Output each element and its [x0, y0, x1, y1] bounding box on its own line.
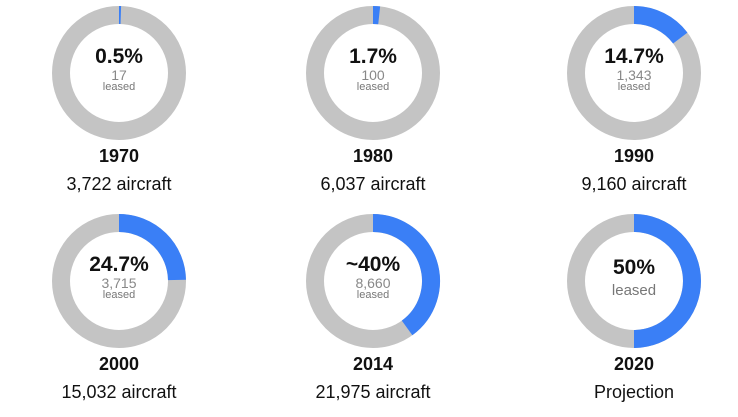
leased-count-label: 1,343 [616, 67, 652, 83]
percent-label: 50% [612, 256, 656, 279]
percent-label: ~40% [345, 253, 401, 276]
donut-ring-1990 [567, 6, 701, 140]
leased-count-label: 3,715 [101, 275, 137, 291]
donut-cell-1980: 1.7% 100 leased 1980 6,037 aircraft [273, 4, 473, 204]
donut-leased-arc-1990 [633, 6, 688, 44]
year-label: 1970 [98, 146, 140, 166]
donut-ring-2020 [567, 214, 701, 348]
leased-label: leased [102, 289, 136, 301]
percent-label: 1.7% [349, 45, 397, 68]
donut-center-label-1990: 14.7% 1,343 leased [574, 46, 694, 93]
donut-center-label-1980: 1.7% 100 leased [313, 46, 433, 93]
leased-count-label: 17 [111, 67, 127, 83]
donut-center-label-2020: 50% leased [574, 257, 694, 299]
aircraft-count-label: 9,160 aircraft [581, 174, 687, 194]
donut-ring-1970 [52, 6, 186, 140]
leased-count-label: 8,660 [355, 275, 391, 291]
year-label: 2000 [98, 354, 140, 374]
donut-ring-2014 [306, 214, 440, 348]
donut-cell-2020: 50% leased 2020 Projection [534, 212, 734, 412]
aircraft-count-label: 6,037 aircraft [320, 174, 426, 194]
donut-center-label-1970: 0.5% 17 leased [59, 46, 179, 93]
donut-center-label-2014: ~40% 8,660 leased [313, 254, 433, 301]
donut-leased-arc-2000 [118, 214, 186, 281]
percent-label: 24.7% [89, 253, 149, 276]
donut-ring-1980 [306, 6, 440, 140]
leased-label: leased [356, 81, 390, 93]
donut-center-label-2000: 24.7% 3,715 leased [59, 254, 179, 301]
donut-cell-2000: 24.7% 3,715 leased 2000 15,032 aircraft [19, 212, 219, 412]
donut-ring-2000 [52, 214, 186, 348]
leased-label: leased [617, 81, 651, 93]
aircraft-count-label: 21,975 aircraft [315, 382, 431, 402]
aircraft-count-label: 15,032 aircraft [61, 382, 177, 402]
year-label: 1980 [352, 146, 394, 166]
leased-label: leased [611, 282, 657, 299]
donut-cell-1970: 0.5% 17 leased 1970 3,722 aircraft [19, 4, 219, 204]
aircraft-count-label: Projection [593, 382, 675, 402]
year-label: 1990 [613, 146, 655, 166]
donut-leased-arc-2020 [633, 214, 701, 348]
leased-count-label: 100 [361, 67, 385, 83]
donut-leased-arc-2014 [372, 214, 440, 336]
donut-cell-1990: 14.7% 1,343 leased 1990 9,160 aircraft [534, 4, 734, 204]
donut-cell-2014: ~40% 8,660 leased 2014 21,975 aircraft [273, 212, 473, 412]
aircraft-count-label: 3,722 aircraft [66, 174, 172, 194]
year-label: 2020 [613, 354, 655, 374]
year-label: 2014 [352, 354, 394, 374]
leased-label: leased [356, 289, 390, 301]
leased-label: leased [102, 81, 136, 93]
percent-label: 14.7% [604, 45, 664, 68]
percent-label: 0.5% [95, 45, 143, 68]
